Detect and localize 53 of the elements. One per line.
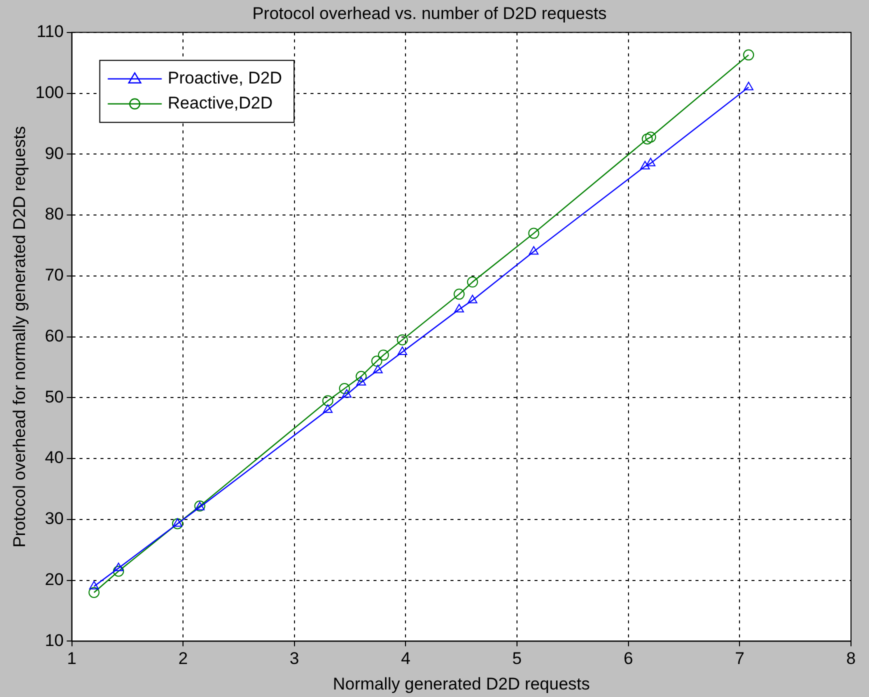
point [114,562,124,572]
point [468,294,478,304]
legend-label: Proactive, D2D [168,68,282,88]
y-tick-label: 20 [44,570,64,590]
point [646,158,656,166]
point [172,518,184,530]
point [356,370,367,382]
point [342,389,352,398]
point [356,376,366,386]
point [322,404,333,413]
point [371,356,382,367]
point [743,49,754,60]
point [454,304,464,312]
point [396,334,408,346]
point [744,82,754,90]
y-tick-label: 80 [44,204,64,224]
y-tick-label: 30 [44,509,64,528]
y-tick-label: 90 [44,144,64,163]
x-tick-label: 2 [178,649,188,668]
x-tick-label: 6 [624,649,634,668]
point [113,566,124,577]
x-tick-label: 1 [67,649,76,668]
x-axis-title: Normally generated D2D requests [332,674,590,694]
y-tick-label: 100 [35,82,64,102]
y-tick-label: 70 [44,266,64,285]
y-tick-label: 40 [44,448,64,468]
y-tick-label: 50 [44,387,64,406]
y-tick-label: 60 [44,326,64,346]
point [398,346,408,356]
y-axis-title: Protocol overhead for normally generated D2D requests [10,126,29,548]
legend-label: Reactive,D2D [168,94,273,113]
point [645,132,656,143]
x-tick-label: 3 [290,649,300,668]
point [322,395,334,406]
x-tick-label: 8 [846,649,856,668]
point [640,160,650,170]
chart-title: Protocol overhead vs. number of D2D requests [252,4,607,23]
y-tick-label: 110 [36,22,64,42]
x-tick-label: 5 [512,649,522,668]
point [172,518,182,527]
point [88,586,100,598]
x-tick-label: 7 [734,649,744,668]
point [454,288,465,300]
y-tick-label: 10 [44,630,64,650]
point [642,133,653,144]
point [373,364,383,374]
point [378,350,389,361]
point [528,246,539,255]
point [89,580,99,590]
point [528,228,540,239]
x-tick-label: 4 [400,649,410,668]
point [467,276,478,288]
point [338,383,350,394]
